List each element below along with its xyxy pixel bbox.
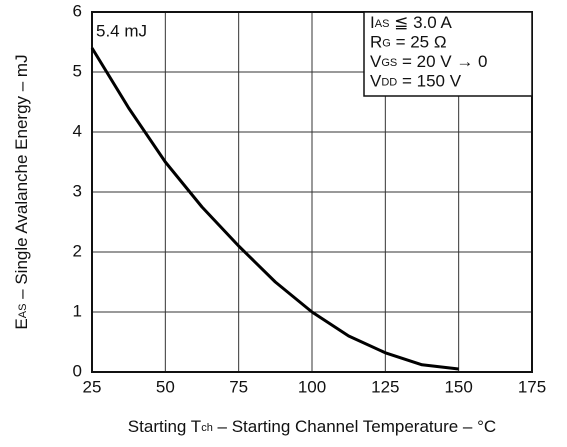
y-label-subscript: AS [17,304,29,319]
curve [90,47,459,371]
condition-rest: ≦ 3.0 A [389,13,452,32]
condition-symbol: R [370,33,382,52]
x-tick-label: 50 [156,377,175,396]
x-label-subscript: ch [201,422,213,434]
condition-rest: = 25 Ω [391,33,447,52]
y-tick-label: 3 [73,181,82,200]
condition: RG = 25 Ω [370,33,447,52]
x-tick-label: 175 [518,377,546,396]
annotation: 5.4 mJ [96,21,147,40]
x-tick-label: 100 [298,377,326,396]
x-tick-label: 25 [83,377,102,396]
x-label-symbol: Starting T [128,417,201,436]
conditions-box [363,11,533,97]
y-label-symbol: E [12,318,31,329]
condition-symbol: V [370,52,382,71]
y-tick-label: 0 [73,361,82,380]
plot-frame [91,11,533,373]
x-tick-label: 125 [371,377,399,396]
condition-symbol: V [370,72,382,91]
condition-subscript: GS [381,57,397,69]
y-tick-label: 2 [73,241,82,260]
condition-symbol: I [370,13,375,32]
condition: VGS = 20 V → 0 [370,52,488,71]
condition-subscript: DD [381,76,397,88]
x-tick-label: 75 [229,377,248,396]
y-tick-label: 4 [73,121,82,140]
condition-subscript: G [382,37,391,49]
condition: VDD = 150 V [370,72,462,91]
x-tick-label: 150 [444,377,472,396]
condition-subscript: AS [375,18,390,30]
x-axis-label: Starting Tch – Starting Channel Temperat… [128,417,496,436]
y-tick-label: 1 [73,301,82,320]
y-label-rest: – Single Avalanche Energy – mJ [12,54,31,303]
x-label-rest: – Starting Channel Temperature – °C [213,417,496,436]
condition-rest: = 150 V [397,72,461,91]
y-tick-label: 5 [73,61,82,80]
y-axis-label: EAS – Single Avalanche Energy – mJ [12,54,31,329]
y-tick-label: 6 [73,1,82,20]
condition-rest: = 20 V → 0 [397,52,487,71]
condition: IAS ≦ 3.0 A [370,13,453,32]
